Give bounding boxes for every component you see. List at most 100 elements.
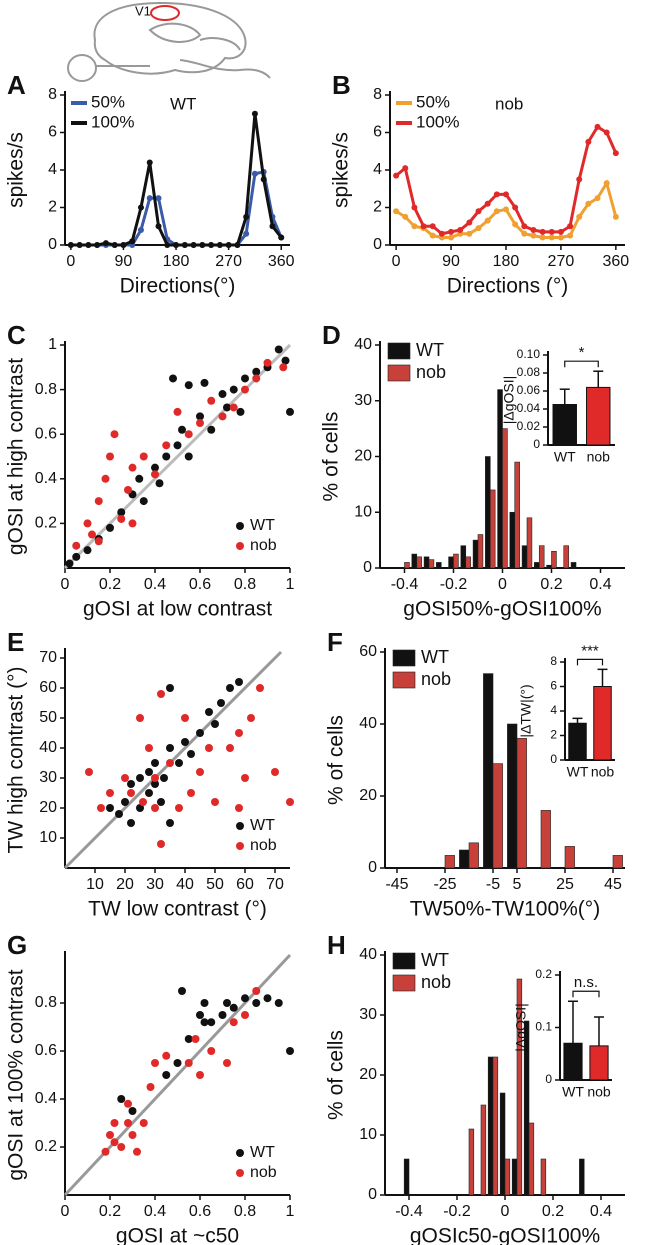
x-tick-label: 90: [442, 253, 460, 270]
y-tick-label: 4: [48, 161, 57, 178]
point: [146, 195, 153, 202]
bar: [589, 1045, 609, 1081]
point: [139, 497, 148, 506]
bar: [436, 562, 442, 569]
panel-label: A: [7, 70, 26, 100]
point: [218, 412, 227, 421]
point: [241, 1011, 249, 1019]
point: [106, 523, 114, 532]
x-tick-label: 0.4: [590, 1203, 612, 1220]
y-tick-label: 10: [359, 1126, 377, 1143]
point: [243, 230, 250, 237]
point: [127, 789, 135, 797]
bar: [459, 849, 470, 869]
y-tick-label: 10: [39, 829, 57, 846]
point: [169, 374, 177, 383]
point: [146, 1083, 155, 1091]
y-tick-label: 0: [373, 236, 382, 253]
x-axis-label: TW low contrast (°): [88, 898, 267, 921]
point: [196, 1071, 204, 1079]
bar: [492, 1056, 499, 1196]
brain-schematic: [67, 1, 271, 82]
y-tick-label: 2: [48, 199, 57, 216]
x-axis-label: gOSI at ~c50: [116, 1225, 239, 1245]
x-tick-label: 270: [215, 253, 242, 270]
point: [120, 242, 127, 248]
y-axis-label: % of cells: [320, 412, 343, 502]
point: [128, 463, 137, 472]
y-axis-label: |ΔgOSI|: [513, 1003, 529, 1052]
bar: [521, 545, 528, 569]
bar: [540, 1158, 547, 1196]
point: [521, 223, 528, 230]
point: [117, 1143, 126, 1151]
y-tick-label: 0.6: [35, 425, 57, 442]
point: [137, 204, 144, 211]
point: [83, 546, 92, 555]
point: [429, 232, 436, 239]
point: [466, 230, 473, 237]
bar: [563, 545, 569, 569]
point: [603, 129, 610, 136]
point: [229, 403, 238, 412]
point: [420, 223, 427, 230]
diagonal: [63, 343, 292, 570]
y-axis-label: % of cells: [325, 715, 348, 805]
bar: [403, 1158, 410, 1196]
x-tick-label: 360: [602, 253, 629, 270]
point: [211, 720, 219, 728]
point: [241, 374, 249, 383]
point: [585, 138, 592, 145]
point: [146, 159, 153, 166]
point: [166, 684, 174, 692]
point: [184, 1059, 193, 1067]
point: [97, 804, 105, 812]
y-tick-label: 30: [354, 392, 372, 409]
point: [539, 228, 546, 235]
legend-swatch: [236, 1149, 244, 1157]
y-tick-label: 60: [359, 643, 377, 660]
x-tick-label: 0.8: [234, 576, 256, 593]
bar: [504, 1158, 511, 1196]
point: [229, 1003, 238, 1012]
x-tick-label: 1: [286, 576, 295, 593]
point: [196, 412, 204, 421]
point: [166, 819, 174, 827]
x-tick-label: nob: [587, 449, 611, 465]
bar: [489, 489, 496, 569]
bar: [411, 553, 418, 569]
point: [94, 537, 103, 546]
x-axis-label: gOSI at low contrast: [83, 598, 272, 621]
point: [263, 994, 272, 1003]
point: [166, 744, 174, 752]
point: [184, 430, 193, 439]
legend-label: nob: [250, 537, 277, 554]
x-tick-label: -5: [486, 876, 500, 893]
y-axis-label: spikes/s: [330, 132, 353, 208]
legend-swatch: [387, 342, 411, 360]
point: [151, 1059, 159, 1067]
point: [223, 403, 231, 412]
point: [457, 227, 464, 233]
bar: [564, 846, 575, 869]
y-tick-label: 0: [368, 859, 377, 876]
point: [151, 463, 159, 472]
point: [281, 356, 290, 365]
legend-swatch: [392, 649, 416, 667]
diagonal: [63, 953, 292, 1197]
point: [411, 223, 418, 230]
y-tick-label: 30: [39, 769, 57, 786]
x-tick-label: 0.2: [540, 576, 562, 593]
bar: [538, 545, 545, 569]
significance-label: *: [579, 344, 585, 361]
legend-swatch: [392, 952, 416, 970]
legend-swatch: [392, 974, 416, 992]
diagonal: [63, 650, 283, 870]
point: [229, 1018, 238, 1027]
point: [502, 206, 509, 213]
panel-label: G: [7, 930, 27, 960]
point: [567, 223, 574, 230]
point: [241, 994, 249, 1003]
x-tick-label: 45: [604, 876, 622, 893]
y-tick-label: 0.6: [35, 1042, 57, 1059]
